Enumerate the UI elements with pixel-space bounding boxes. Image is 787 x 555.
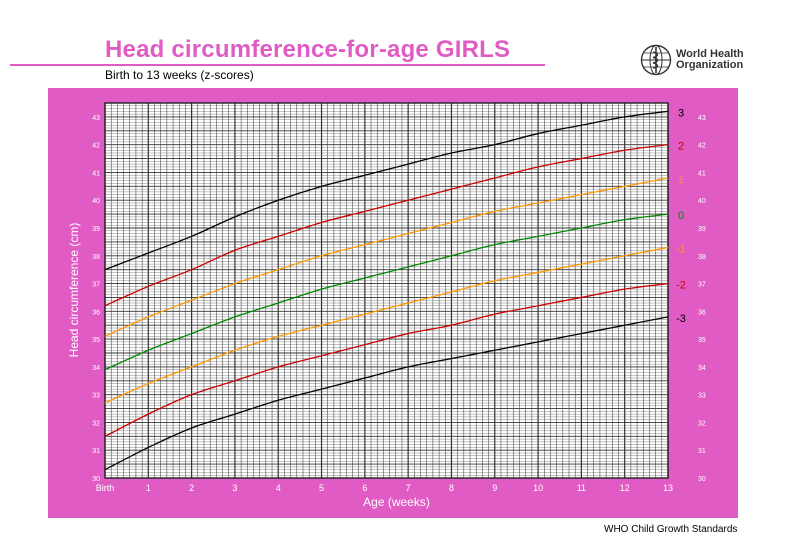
y-tick-label-left: 31 — [92, 448, 100, 455]
y-axis-label: Head circumference (cm) — [67, 223, 81, 358]
y-tick-label-right: 31 — [698, 448, 706, 455]
x-tick-label: 5 — [319, 483, 324, 493]
x-tick-label: 12 — [620, 483, 630, 493]
y-tick-label-right: 32 — [698, 420, 706, 427]
series-label-z-2: -2 — [676, 280, 686, 292]
y-axis-right: 30 31 32 33 34 35 36 37 38 39 40 41 42 43 — [698, 115, 706, 483]
x-tick-label: Birth — [96, 483, 115, 493]
y-tick-label-left: 37 — [92, 282, 100, 289]
y-tick-label-left: 30 — [92, 476, 100, 483]
y-tick-label-right: 30 — [698, 476, 706, 483]
y-tick-label-right: 41 — [698, 170, 706, 177]
y-tick-label-right: 39 — [698, 226, 706, 233]
series-label-z-3: -3 — [676, 313, 686, 325]
org-name-line2: Organization — [676, 59, 744, 71]
y-tick-label-right: 43 — [698, 115, 706, 122]
chart-panel: 30 31 32 33 34 35 36 37 38 39 40 41 42 43 30 31 32 33 34 3… — [48, 88, 738, 518]
y-tick-label-right: 40 — [698, 198, 706, 205]
y-tick-label-left: 33 — [92, 393, 100, 400]
x-tick-label: 8 — [449, 483, 454, 493]
y-tick-label-left: 35 — [92, 337, 100, 344]
x-tick-label: 7 — [406, 483, 411, 493]
x-tick-label: 10 — [533, 483, 543, 493]
page-subtitle: Birth to 13 weeks (z-scores) — [105, 68, 254, 82]
y-tick-label-right: 34 — [698, 365, 706, 372]
y-tick-label-left: 32 — [92, 420, 100, 427]
title-underline — [10, 64, 545, 66]
series-label-z0: 0 — [678, 210, 684, 222]
x-tick-label: 4 — [276, 483, 281, 493]
series-group — [104, 110, 669, 471]
y-tick-label-left: 38 — [92, 254, 100, 261]
series-labels: 3 2 1 0 -1 -2 -3 — [676, 107, 686, 325]
page-title: Head circumference-for-age GIRLS — [105, 36, 511, 63]
y-axis-left: 30 31 32 33 34 35 36 37 38 39 40 41 42 43 — [92, 115, 100, 483]
series-line-z1 — [104, 177, 669, 337]
y-tick-label-right: 37 — [698, 282, 706, 289]
y-tick-label-right: 38 — [698, 254, 706, 261]
x-tick-label: 11 — [577, 483, 586, 493]
series-label-z1: 1 — [678, 174, 684, 186]
footer-credit: WHO Child Growth Standards — [604, 524, 738, 535]
y-tick-label-left: 39 — [92, 226, 100, 233]
x-tick-label: 3 — [232, 483, 237, 493]
y-tick-label-left: 34 — [92, 365, 100, 372]
y-tick-label-left: 42 — [92, 143, 100, 150]
plot-border — [104, 102, 669, 479]
series-label-z2: 2 — [678, 141, 684, 153]
y-tick-label-left: 36 — [92, 309, 100, 316]
plot-area — [105, 103, 668, 478]
x-tick-label: 6 — [362, 483, 367, 493]
x-tick-label: 9 — [492, 483, 497, 493]
organization-brand: World Health Organization — [640, 44, 744, 76]
series-line-z3 — [104, 110, 669, 271]
y-tick-label-right: 33 — [698, 393, 706, 400]
x-tick-label: 2 — [189, 483, 194, 493]
y-tick-label-left: 43 — [92, 115, 100, 122]
org-name-line1: World Health — [676, 48, 744, 60]
x-axis-label: Age (weeks) — [363, 495, 430, 509]
y-tick-label-right: 36 — [698, 309, 706, 316]
series-line-z-3 — [104, 316, 669, 471]
series-line-z0 — [104, 213, 669, 371]
series-label-z3: 3 — [678, 107, 684, 119]
who-emblem-icon — [640, 44, 672, 76]
series-line-z-2 — [104, 282, 669, 437]
series-line-z-1 — [104, 246, 669, 404]
series-line-z2 — [104, 144, 669, 307]
y-tick-label-left: 40 — [92, 198, 100, 205]
y-tick-label-right: 35 — [698, 337, 706, 344]
y-tick-label-left: 41 — [92, 170, 100, 177]
series-label-z-1: -1 — [676, 243, 686, 255]
y-tick-label-right: 42 — [698, 143, 706, 150]
x-tick-label: 1 — [146, 483, 151, 493]
x-axis: Birth 1 2 3 4 5 6 7 8 9 10 11 12 13 — [96, 483, 673, 493]
grid-lines — [104, 102, 669, 479]
x-tick-label: 13 — [663, 483, 673, 493]
